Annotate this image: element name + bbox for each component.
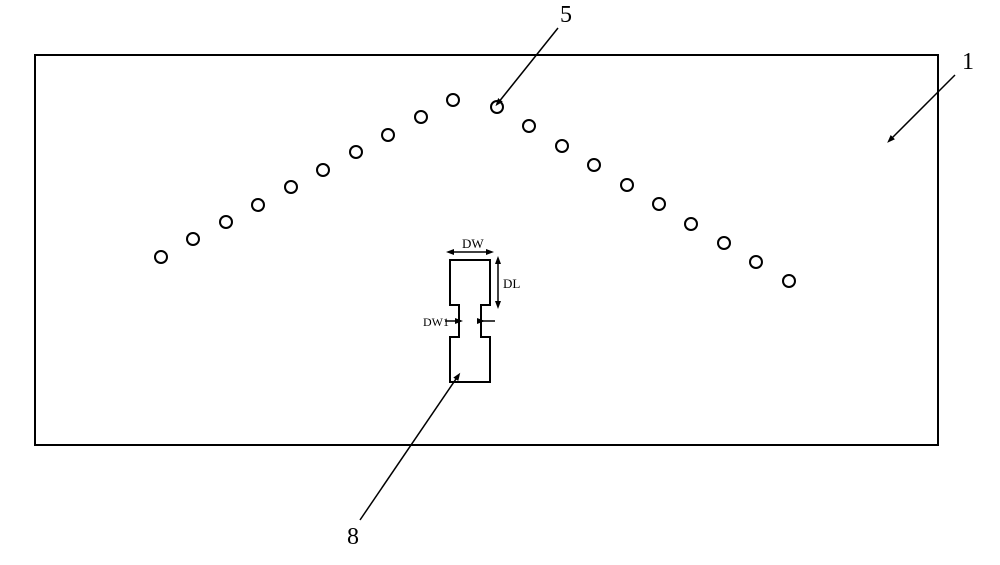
hole-circle [350,146,362,158]
hole-circle [317,164,329,176]
dim-dw-label: DW [462,236,484,251]
callout-8-leader [360,376,458,520]
hole-circle [252,199,264,211]
callout-5-leader [498,28,558,103]
hole-circle [588,159,600,171]
hole-circle [653,198,665,210]
hole-circle [523,120,535,132]
hole-circle [382,129,394,141]
hole-circle [621,179,633,191]
diagram-canvas: DW DL DW1 5 1 8 [0,0,1000,565]
hole-circle [415,111,427,123]
callout-5-label: 5 [560,2,572,28]
callouts: 5 1 8 [347,2,974,550]
hole-circle [750,256,762,268]
hole-circle [491,101,503,113]
hole-circle [187,233,199,245]
hole-circle [783,275,795,287]
hole-circle [447,94,459,106]
dim-dl-label: DL [503,276,520,291]
dim-dw: DW [450,236,490,252]
dim-dw1-label: DW1 [423,315,449,329]
hole-circle [556,140,568,152]
holes-right-row [491,101,795,287]
hole-circle [285,181,297,193]
hole-circle [685,218,697,230]
holes-left-row [155,94,459,263]
dim-dl: DL [498,260,520,305]
callout-8-label: 8 [347,524,359,550]
hole-circle [220,216,232,228]
outer-rect [35,55,938,445]
callout-1-leader [890,75,955,140]
hole-circle [155,251,167,263]
hole-circle [718,237,730,249]
callout-1-label: 1 [962,49,974,75]
